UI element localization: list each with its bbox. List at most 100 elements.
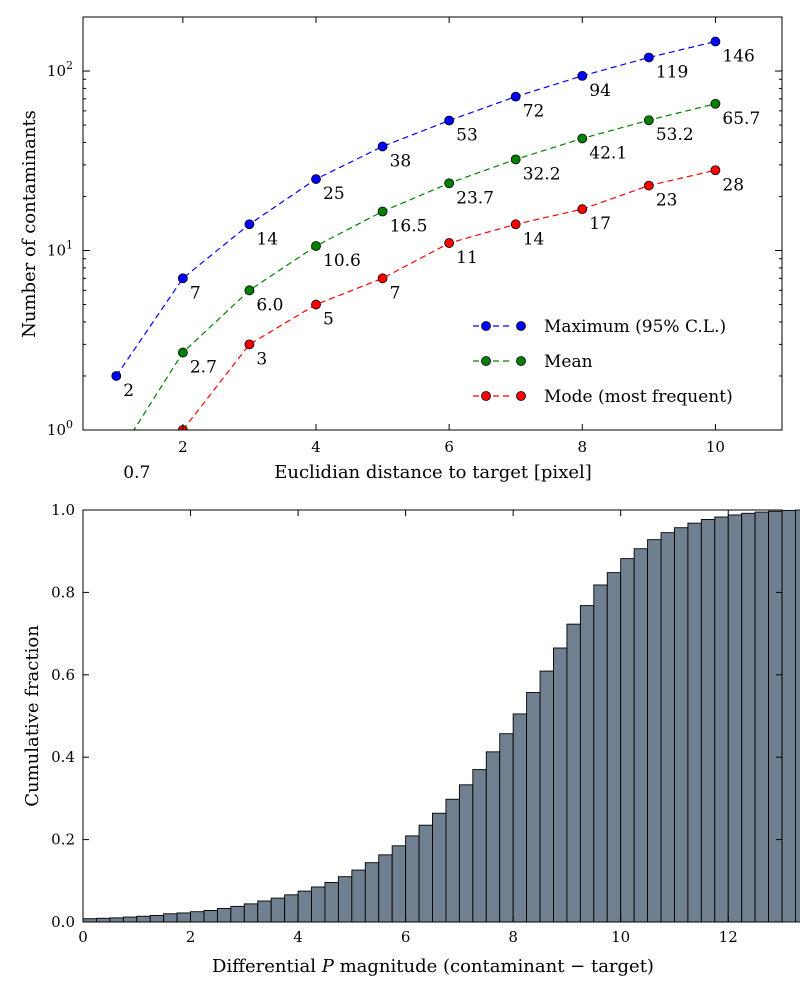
top-series-1-point-5: [444, 178, 455, 189]
histogram-bar-50: [754, 511, 770, 923]
top-series-0-data-label-6: 72: [523, 102, 545, 122]
top-series-layer: [111, 36, 721, 430]
bottom-y-axis-label: Cumulative fraction: [22, 625, 43, 807]
top-legend: Maximum (95% C.L.) Mean Mode (most frequen…: [473, 317, 733, 407]
top-series-0-point-4: [377, 141, 388, 152]
histogram-bar-11: [230, 905, 245, 923]
histogram-bar-5: [149, 914, 165, 923]
top-series-2-data-label-5: 14: [523, 229, 545, 249]
top-legend-marker-b-0: [516, 321, 526, 331]
top-legend-marker-b-2: [516, 391, 526, 401]
top-series-0-data-label-5: 53: [456, 126, 478, 146]
histogram-bar-49: [741, 512, 756, 923]
histogram-bar-14: [270, 897, 286, 923]
top-series-2-data-label-4: 11: [456, 248, 478, 268]
top-series-1-point-2: [244, 285, 255, 296]
histogram-bar-37: [579, 605, 595, 923]
bottom-bar-layer: [82, 509, 800, 923]
histogram-bar-39: [606, 572, 622, 923]
bottom-x-axis-label-part-2: P: [321, 956, 335, 977]
top-series-1-data-label-5: 23.7: [456, 188, 494, 208]
top-line-chart: 271425385372941191460.72.76.010.616.523.…: [19, 16, 783, 483]
histogram-bar-9: [203, 910, 218, 923]
top-series-line-1: [133, 103, 716, 430]
histogram-bar-40: [620, 558, 635, 923]
top-series-1-data-label-2: 6.0: [256, 295, 283, 315]
histogram-bar-34: [539, 670, 554, 923]
histogram-bar-47: [714, 516, 729, 923]
top-series-1-data-label-0: 0.7: [123, 463, 150, 483]
histogram-bar-38: [593, 584, 608, 923]
top-series-2-point-3: [377, 273, 388, 284]
top-series-0-data-label-7: 94: [589, 81, 611, 101]
top-x-axis-label: Euclidian distance to target [pixel]: [274, 462, 592, 483]
bottom-x-tick-label-1: 2: [186, 928, 196, 946]
top-series-1-data-label-9: 65.7: [722, 109, 760, 129]
top-x-tick-label-3: 8: [578, 438, 588, 456]
top-y-axis-label: Number of contaminants: [19, 110, 40, 338]
top-series-0-data-label-0: 2: [123, 381, 134, 401]
top-x-tick-label-2: 6: [444, 438, 454, 456]
top-series-2-point-5: [510, 219, 521, 230]
top-series-1-point-4: [377, 206, 388, 217]
histogram-bar-7: [176, 912, 191, 923]
bottom-tick-layer: 0 2 4 6 8 10 12 0.0 0.2 0.4 0.6 0.8 1.0: [51, 501, 782, 946]
top-legend-label-1: Mean: [544, 352, 593, 372]
histogram-bar-51: [768, 510, 783, 923]
top-series-1-point-3: [311, 241, 321, 251]
histogram-bar-15: [284, 894, 299, 923]
bottom-histogram-chart: 0 2 4 6 8 10 12 0.0 0.2 0.4 0.6 0.8 1.0 Differential…: [22, 501, 800, 977]
top-y-tick-exp-1: 1: [66, 239, 73, 252]
top-legend-label-2: Mode (most frequent): [544, 387, 733, 407]
top-series-line-0: [115, 40, 716, 377]
top-y-tick-base-1: 10: [47, 242, 66, 260]
bottom-x-tick-label-2: 4: [293, 928, 303, 946]
histogram-bar-13: [257, 900, 272, 923]
top-series-1-point-6: [510, 154, 521, 165]
top-series-1-data-label-7: 42.1: [589, 143, 627, 163]
histogram-bar-2: [109, 917, 124, 923]
histogram-bar-42: [647, 539, 662, 923]
histogram-bar-52: [781, 509, 796, 923]
top-series-0-point-3: [311, 174, 321, 184]
top-series-0-point-6: [510, 91, 521, 102]
histogram-bar-31: [499, 733, 514, 923]
bottom-x-axis-label: Differential P magnitude (contaminant − …: [212, 956, 654, 977]
bottom-x-axis-label-part-1: Differential: [212, 956, 322, 977]
bottom-x-tick-label-6: 12: [719, 928, 738, 946]
histogram-bar-10: [216, 907, 232, 923]
top-series-1-data-label-4: 16.5: [390, 216, 428, 236]
histogram-bar-16: [297, 890, 312, 923]
top-y-tick-exp-0: 0: [66, 418, 73, 431]
histogram-bar-26: [432, 812, 447, 923]
top-series-0-data-label-2: 14: [256, 229, 278, 249]
top-y-tick-exp-2: 2: [66, 59, 73, 72]
histogram-bar-23: [391, 845, 407, 923]
top-legend-label-0: Maximum (95% C.L.): [544, 317, 726, 337]
top-y-tick-base-0: 10: [47, 421, 66, 439]
histogram-bar-29: [472, 769, 487, 923]
histogram-bar-45: [687, 522, 702, 923]
top-x-tick-label-4: 10: [706, 438, 725, 456]
top-y-tick-base-2: 10: [47, 62, 66, 80]
top-y-tick-label-2: 102: [47, 59, 73, 80]
top-legend-marker-2: [481, 391, 491, 401]
top-series-1-data-label-6: 32.2: [523, 164, 561, 184]
histogram-bar-22: [378, 854, 393, 923]
top-series-2-point-4: [444, 238, 455, 248]
histogram-bar-1: [95, 917, 111, 923]
bottom-y-tick-label-4: 0.8: [51, 583, 75, 601]
top-series-2-point-1: [244, 339, 255, 350]
top-series-1-point-8: [643, 115, 654, 126]
top-series-1-point-7: [577, 133, 588, 144]
bottom-x-axis-label-part-3: magnitude (contaminant − target): [334, 956, 654, 977]
histogram-bar-6: [163, 913, 178, 923]
top-series-0-point-2: [244, 219, 255, 230]
top-legend-marker-1: [481, 356, 491, 366]
top-plot-frame: [82, 16, 783, 431]
top-series-2-point-8: [710, 165, 721, 176]
histogram-bar-8: [190, 911, 205, 923]
bottom-y-tick-label-0: 0.0: [51, 913, 75, 931]
